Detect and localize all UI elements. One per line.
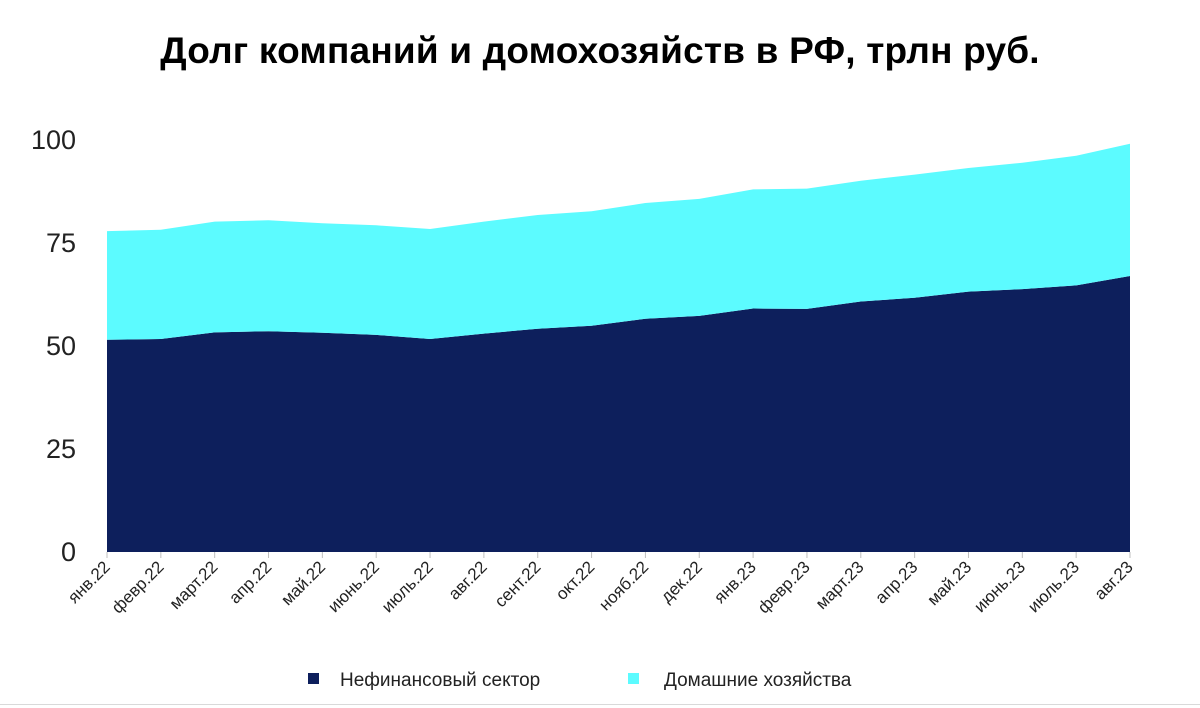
x-tick-label: авг.23	[1091, 557, 1137, 603]
chart-title: Долг компаний и домохозяйств в РФ, трлн …	[160, 30, 1040, 71]
area-series-0	[107, 276, 1130, 552]
legend-swatch-1	[628, 673, 639, 684]
x-tick-label: июнь.22	[324, 557, 383, 616]
x-tick-label: февр.22	[108, 557, 168, 617]
x-tick-label: апр.22	[225, 557, 275, 607]
x-tick-label: апр.23	[871, 557, 921, 607]
x-tick-label: июль.22	[378, 557, 437, 616]
x-tick-label: июнь.23	[970, 557, 1029, 616]
x-tick-label: март.23	[812, 557, 868, 613]
y-tick-label: 50	[46, 331, 76, 361]
legend: Нефинансовый сектор Домашние хозяйства	[308, 670, 852, 691]
x-tick-label: май.23	[923, 557, 975, 609]
legend-label-0: Нефинансовый сектор	[340, 670, 540, 691]
legend-swatch-0	[308, 673, 319, 684]
x-tick-label: окт.22	[552, 557, 598, 603]
x-tick-label: нояб.22	[595, 557, 652, 614]
area-layers	[107, 143, 1130, 552]
x-tick-label: сент.22	[491, 557, 545, 611]
y-tick-label: 100	[31, 125, 76, 155]
y-tick-label: 0	[61, 537, 76, 567]
x-tick-label: июль.23	[1024, 557, 1083, 616]
x-tick-label: март.22	[166, 557, 222, 613]
x-tick-label: дек.22	[657, 557, 706, 606]
bottom-divider	[0, 704, 1200, 705]
area-series-1	[107, 143, 1130, 340]
y-tick-label: 75	[46, 228, 76, 258]
x-tick-label: авг.22	[445, 557, 491, 603]
y-axis-ticks: 0 25 50 75 100	[31, 125, 76, 567]
x-tick-label: май.22	[277, 557, 329, 609]
legend-label-1: Домашние хозяйства	[664, 670, 852, 691]
x-tick-label: февр.23	[754, 557, 814, 617]
x-tick-label: янв.23	[710, 557, 760, 607]
y-tick-label: 25	[46, 434, 76, 464]
